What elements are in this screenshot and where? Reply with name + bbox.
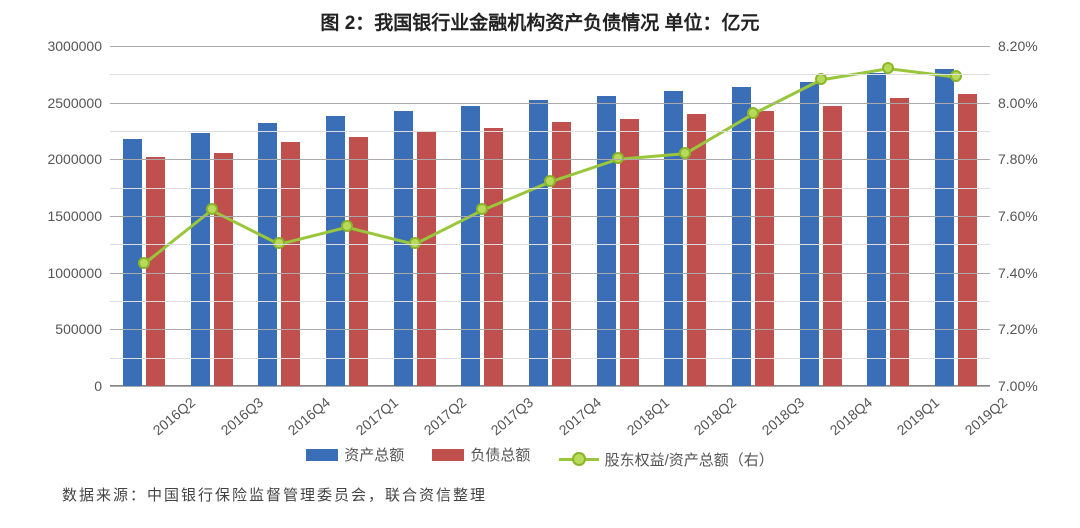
- x-tick-label: 2016Q3: [217, 394, 265, 438]
- y-left-tick: 2500000: [12, 95, 102, 111]
- y-right-tick: 7.80%: [998, 151, 1068, 167]
- legend-item-equity: 股东权益/资产总额（右）: [559, 449, 774, 470]
- y-right-tick: 8.00%: [998, 95, 1068, 111]
- x-tick-label: 2017Q3: [488, 394, 536, 438]
- y-right-tick: 7.60%: [998, 208, 1068, 224]
- x-tick-label: 2017Q2: [420, 394, 468, 438]
- legend-label: 股东权益/资产总额（右）: [605, 449, 774, 470]
- legend-swatch-liabilities: [432, 449, 464, 461]
- x-tick-label: 2018Q1: [623, 394, 671, 438]
- y-left-tick: 1000000: [12, 265, 102, 281]
- y-left-tick: 500000: [12, 321, 102, 337]
- line-marker: [747, 107, 759, 119]
- line-marker: [882, 62, 894, 74]
- legend-item-assets: 资产总额: [306, 444, 404, 465]
- x-tick-label: 2018Q4: [826, 394, 874, 438]
- x-axis-labels: 2016Q2 2016Q3 2016Q4 2017Q1 2017Q2 2017Q3 2017…: [110, 386, 990, 446]
- line-marker: [679, 147, 691, 159]
- y-right-tick: 8.20%: [998, 38, 1068, 54]
- data-source: 数据来源：中国银行保险监督管理委员会，联合资信整理: [62, 484, 487, 505]
- y-left-tick: 2000000: [12, 151, 102, 167]
- y-right-tick: 7.20%: [998, 321, 1068, 337]
- x-tick-label: 2016Q2: [150, 394, 198, 438]
- line-marker: [138, 257, 150, 269]
- x-tick-label: 2019Q1: [894, 394, 942, 438]
- chart-container: 07.00%5000007.20%10000007.40%15000007.60…: [110, 46, 990, 436]
- x-tick-label: 2018Q2: [691, 394, 739, 438]
- y-left-tick: 0: [12, 378, 102, 394]
- x-tick-label: 2016Q4: [285, 394, 333, 438]
- x-tick-label: 2018Q3: [759, 394, 807, 438]
- legend-label: 负债总额: [470, 444, 530, 465]
- legend-swatch-assets: [306, 449, 338, 461]
- x-tick-label: 2019Q2: [962, 394, 1010, 438]
- line-marker: [341, 220, 353, 232]
- line-marker: [950, 70, 962, 82]
- y-left-tick: 1500000: [12, 208, 102, 224]
- plot-area: 07.00%5000007.20%10000007.40%15000007.60…: [110, 46, 990, 386]
- legend-item-liabilities: 负债总额: [432, 444, 530, 465]
- equity-ratio-line: [144, 69, 956, 265]
- y-left-tick: 3000000: [12, 38, 102, 54]
- line-marker: [476, 203, 488, 215]
- legend-label: 资产总额: [344, 444, 404, 465]
- line-marker: [544, 175, 556, 187]
- line-marker: [206, 203, 218, 215]
- chart-title: 图 2：我国银行业金融机构资产负债情况 单位：亿元: [0, 0, 1080, 35]
- y-right-tick: 7.00%: [998, 378, 1068, 394]
- x-tick-label: 2017Q4: [556, 394, 604, 438]
- y-right-tick: 7.40%: [998, 265, 1068, 281]
- legend: 资产总额 负债总额 股东权益/资产总额（右）: [0, 444, 1080, 470]
- legend-swatch-equity: [559, 458, 599, 461]
- x-tick-label: 2017Q1: [353, 394, 401, 438]
